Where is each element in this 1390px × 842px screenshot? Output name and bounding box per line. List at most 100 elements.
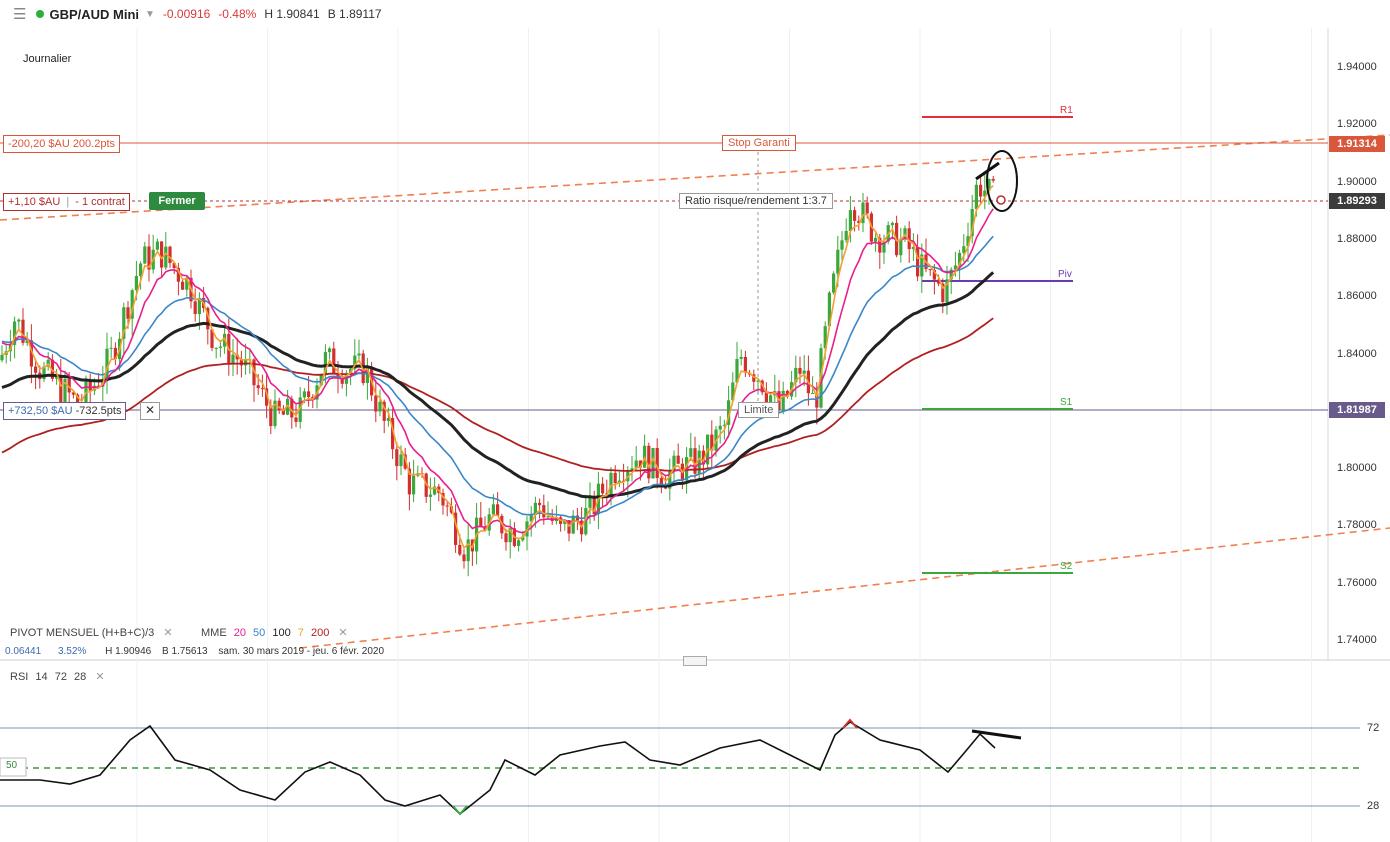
candle-body [966, 236, 970, 247]
candle-body [853, 210, 857, 221]
pivot-s2-label: S2 [1060, 561, 1073, 572]
candle-body [970, 208, 974, 237]
marker-ellipse [986, 150, 1018, 212]
cancel-limit-button[interactable]: ✕ [140, 402, 160, 420]
rsi-tick-28: 28 [1367, 800, 1380, 812]
candle-body [454, 512, 458, 545]
candle-body [155, 241, 159, 250]
candle-body [672, 455, 676, 471]
close-icon[interactable]: ✕ [95, 671, 105, 683]
candle-body [378, 401, 382, 412]
position-marker-icon [996, 195, 1006, 205]
pivot-indicator-legend[interactable]: PIVOT MENSUEL (H+B+C)/3 ✕ [10, 626, 173, 639]
rsi-mid-label: 50 [6, 760, 18, 771]
candle-body [634, 460, 638, 469]
candle-body [357, 353, 361, 356]
range-stats: 0.06441 3.52% H 1.90946 B 1.75613 sam. 3… [5, 646, 384, 657]
candle-body [126, 307, 130, 319]
candle-body [987, 179, 991, 191]
candle-body [764, 392, 768, 403]
candle-body [949, 269, 953, 280]
price-axis-tick: 1.94000 [1337, 61, 1377, 73]
candle-body [857, 220, 861, 224]
mme-indicator-legend[interactable]: MME 20 50 100 7 200 ✕ [201, 626, 348, 639]
candle-body [932, 269, 936, 280]
candle-body [403, 454, 407, 469]
candle-body [340, 378, 344, 384]
stop-price-tag: 1.91314 [1329, 136, 1385, 152]
candle-body [840, 240, 844, 250]
chevron-down-icon[interactable]: ▼ [145, 8, 155, 20]
candle-body [794, 367, 798, 383]
candle-body [874, 237, 878, 242]
rsi-line [0, 721, 996, 816]
rsi-indicator-legend[interactable]: RSI 14 72 28 ✕ [10, 670, 105, 683]
limit-order-box[interactable]: +732,50 $AU -732.5pts [3, 402, 127, 420]
instrument-symbol[interactable]: GBP/AUD Mini [49, 6, 140, 22]
candle-body [479, 517, 483, 527]
candle-body [836, 249, 840, 274]
candle-body [88, 381, 92, 391]
mme-period-100: 100 [272, 627, 291, 639]
candle-body [508, 528, 512, 543]
stop-order-box[interactable]: -200,20 $AU 200.2pts [3, 135, 121, 153]
position-box[interactable]: +1,10 $AU | - 1 contrat [3, 193, 130, 211]
candle-body [399, 454, 403, 467]
candle-body [638, 460, 642, 468]
candle-body [290, 398, 294, 418]
candle-body [575, 515, 579, 521]
timeframe-label: Journalier [23, 53, 72, 65]
candle-body [218, 346, 222, 348]
candle-body [105, 348, 109, 380]
price-axis-tick: 1.92000 [1337, 118, 1377, 131]
candle-body [185, 277, 189, 290]
price-axis-tick: 1.78000 [1337, 519, 1377, 532]
market-status-icon [36, 10, 45, 18]
candle-body [210, 329, 214, 348]
current-price-tag: 1.89293 [1329, 193, 1385, 209]
close-position-button[interactable]: Fermer [149, 192, 205, 210]
candle-body [752, 374, 756, 382]
candle-body [979, 184, 983, 197]
candle-body [571, 515, 575, 534]
candle-body [739, 356, 743, 359]
mme-period-20: 20 [233, 627, 246, 639]
candle-body [147, 246, 151, 270]
candle-body [802, 370, 806, 374]
candle-body [710, 434, 714, 451]
candle-body [328, 348, 332, 353]
candle-body [407, 468, 411, 495]
rsi-oversold: 28 [74, 671, 87, 683]
candle-body [945, 279, 949, 302]
candle-body [601, 483, 605, 494]
candle-body [769, 395, 773, 403]
candle-body [546, 516, 550, 518]
limit-label[interactable]: Limite [738, 402, 780, 418]
candle-body [21, 319, 25, 343]
stop-guaranteed-label[interactable]: Stop Garanti [722, 135, 796, 151]
limit-order-pnl: +732,50 $AU [8, 405, 73, 417]
risk-reward-label: Ratio risque/rendement 1:3.7 [679, 193, 833, 209]
mme-7-line [1, 185, 994, 550]
candle-body [386, 418, 390, 421]
candle-body [542, 505, 546, 518]
candle-body [25, 340, 29, 343]
candle-body [13, 321, 17, 345]
hamburger-menu-icon[interactable]: ☰ [13, 6, 27, 23]
pivot-r1-label: R1 [1060, 105, 1073, 116]
mme-50-line [1, 235, 994, 520]
close-icon[interactable]: ✕ [338, 627, 348, 639]
panel-resize-handle[interactable] [683, 656, 707, 666]
candle-body [727, 400, 731, 425]
candle-body [122, 307, 126, 339]
marker-stroke [975, 161, 1000, 181]
candle-body [911, 246, 915, 250]
close-icon[interactable]: ✕ [163, 627, 173, 639]
candle-body [76, 394, 80, 406]
candle-body [689, 448, 693, 458]
candle-body [928, 269, 932, 271]
candle-body [197, 297, 201, 314]
candle-body [483, 526, 487, 531]
price-change-pct: -0.48% [218, 7, 257, 21]
